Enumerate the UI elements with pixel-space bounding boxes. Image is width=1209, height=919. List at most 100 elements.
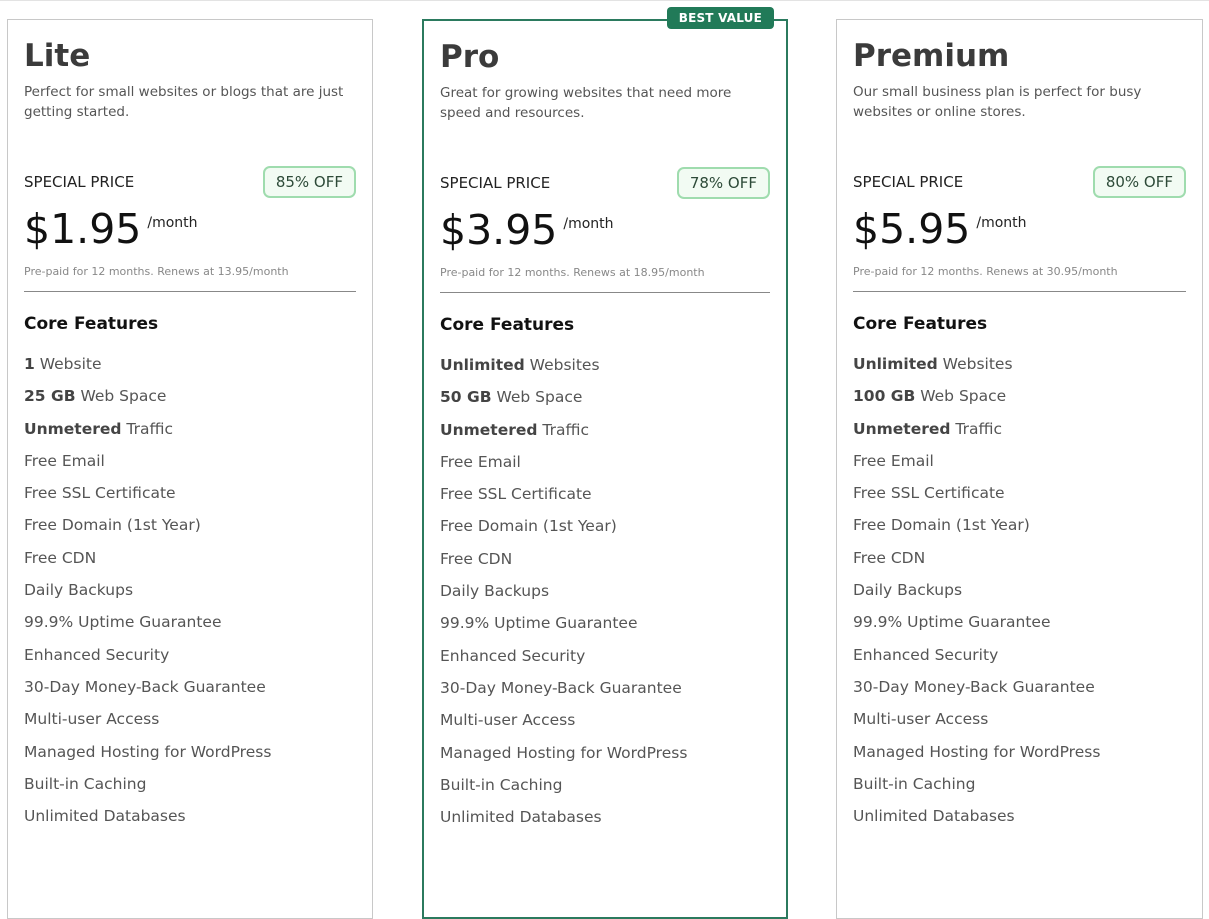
feature-item: Unlimited Databases (440, 807, 770, 839)
feature-text: Free CDN (853, 548, 926, 567)
features-title: Core Features (24, 314, 159, 334)
divider (24, 291, 356, 292)
feature-item: Multi-user Access (24, 709, 356, 741)
feature-item: Unlimited Websites (440, 355, 770, 387)
feature-item: Free Email (853, 451, 1186, 483)
feature-text: Daily Backups (440, 582, 550, 601)
feature-text: Traffic (121, 419, 173, 438)
feature-item: Free SSL Certificate (24, 483, 356, 515)
feature-text: Unlimited Databases (440, 808, 602, 827)
plan-description: Perfect for small websites or blogs that… (24, 84, 344, 120)
plan-price: $1.95 (24, 205, 142, 253)
best-value-badge: BEST VALUE (666, 7, 774, 29)
feature-text: Enhanced Security (853, 645, 999, 664)
plan-card-premium: Premium Our small business plan is perfe… (836, 19, 1203, 919)
feature-item: Free Email (24, 451, 356, 483)
feature-item: Unlimited Databases (24, 806, 356, 838)
feature-highlight: Unlimited (440, 356, 525, 374)
feature-text: 30-Day Money-Back Guarantee (853, 677, 1095, 696)
feature-item: Daily Backups (440, 581, 770, 613)
feature-text: Free CDN (24, 548, 97, 567)
feature-text: Free CDN (440, 549, 513, 568)
feature-item: 1 Website (24, 354, 356, 386)
feature-text: Built-in Caching (24, 774, 147, 793)
special-price-label: SPECIAL PRICE (440, 174, 551, 192)
feature-item: Unmetered Traffic (853, 419, 1186, 451)
feature-highlight: 1 (24, 355, 35, 373)
feature-text: Daily Backups (24, 581, 134, 600)
feature-item: Free Domain (1st Year) (440, 516, 770, 548)
feature-item: Free CDN (853, 548, 1186, 580)
feature-text: Website (34, 355, 102, 373)
feature-text: Daily Backups (853, 581, 963, 600)
feature-highlight: Unmetered (440, 420, 538, 439)
plan-name: Pro (440, 39, 500, 75)
price-period: /month (976, 215, 1027, 231)
feature-text: Managed Hosting for WordPress (853, 742, 1101, 761)
feature-item: Enhanced Security (24, 645, 356, 677)
feature-item: Built-in Caching (853, 774, 1186, 806)
plan-price: $5.95 (853, 205, 971, 253)
feature-item: Daily Backups (24, 580, 356, 612)
feature-item: 30-Day Money-Back Guarantee (24, 677, 356, 709)
feature-item: Built-in Caching (440, 775, 770, 807)
feature-item: Managed Hosting for WordPress (24, 742, 356, 774)
feature-item: Free CDN (440, 549, 770, 581)
feature-text: Managed Hosting for WordPress (24, 742, 272, 761)
discount-badge: 85% OFF (262, 166, 356, 198)
feature-text: Built-in Caching (440, 775, 563, 794)
feature-item: 100 GB Web Space (853, 386, 1186, 418)
plan-card-lite: Lite Perfect for small websites or blogs… (7, 19, 373, 919)
feature-text: Multi-user Access (853, 710, 989, 729)
feature-highlight: 25 GB (24, 387, 76, 406)
renewal-note: Pre-paid for 12 months. Renews at 30.95/… (853, 265, 1118, 278)
feature-highlight: Unmetered (24, 419, 122, 438)
divider (440, 292, 770, 293)
discount-badge: 78% OFF (676, 167, 770, 199)
feature-text: Web Space (75, 387, 167, 406)
feature-item: Managed Hosting for WordPress (440, 743, 770, 775)
feature-item: Multi-user Access (440, 710, 770, 742)
renewal-note: Pre-paid for 12 months. Renews at 18.95/… (440, 266, 705, 279)
feature-item: Built-in Caching (24, 774, 356, 806)
feature-text: Web Space (491, 388, 583, 407)
plan-name: Premium (853, 38, 1010, 74)
feature-text: Traffic (950, 419, 1002, 438)
feature-list: Unlimited Websites 50 GB Web Space Unmeter… (440, 355, 770, 839)
feature-list: Unlimited Websites 100 GB Web Space Unmete… (853, 354, 1186, 838)
price-period: /month (563, 216, 614, 232)
feature-item: Multi-user Access (853, 709, 1186, 741)
feature-item: Free Domain (1st Year) (24, 515, 356, 547)
feature-item: Free CDN (24, 548, 356, 580)
plan-description: Great for growing websites that need mor… (440, 85, 732, 121)
feature-item: Unmetered Traffic (440, 420, 770, 452)
divider (853, 291, 1186, 292)
feature-text: Free Domain (1st Year) (853, 516, 1030, 535)
feature-text: Free Email (853, 451, 934, 470)
feature-highlight: 50 GB (440, 388, 492, 407)
features-title: Core Features (853, 314, 988, 334)
plan-description: Our small business plan is perfect for b… (853, 84, 1142, 120)
feature-text: Built-in Caching (853, 774, 976, 793)
feature-text: Free SSL Certificate (853, 484, 1005, 503)
feature-text: 99.9% Uptime Guarantee (24, 613, 222, 632)
feature-item: Enhanced Security (853, 645, 1186, 677)
feature-text: Traffic (537, 420, 589, 439)
feature-text: 30-Day Money-Back Guarantee (24, 677, 266, 696)
plan-name: Lite (24, 38, 91, 74)
feature-list: 1 Website 25 GB Web Space Unmetered Traffi… (24, 354, 356, 838)
feature-text: Free Email (24, 451, 105, 470)
feature-highlight: Unmetered (853, 419, 951, 438)
feature-item: 30-Day Money-Back Guarantee (853, 677, 1186, 709)
special-price-label: SPECIAL PRICE (853, 173, 964, 191)
feature-text: Free Email (440, 452, 521, 471)
feature-item: 25 GB Web Space (24, 386, 356, 418)
feature-text: Enhanced Security (440, 646, 586, 665)
feature-text: Free Domain (1st Year) (24, 516, 201, 535)
features-title: Core Features (440, 315, 575, 335)
feature-text: Managed Hosting for WordPress (440, 743, 688, 762)
feature-item: 99.9% Uptime Guarantee (440, 613, 770, 645)
feature-text: Unlimited Databases (853, 807, 1015, 826)
feature-text: Multi-user Access (24, 710, 160, 729)
feature-item: 99.9% Uptime Guarantee (853, 612, 1186, 644)
